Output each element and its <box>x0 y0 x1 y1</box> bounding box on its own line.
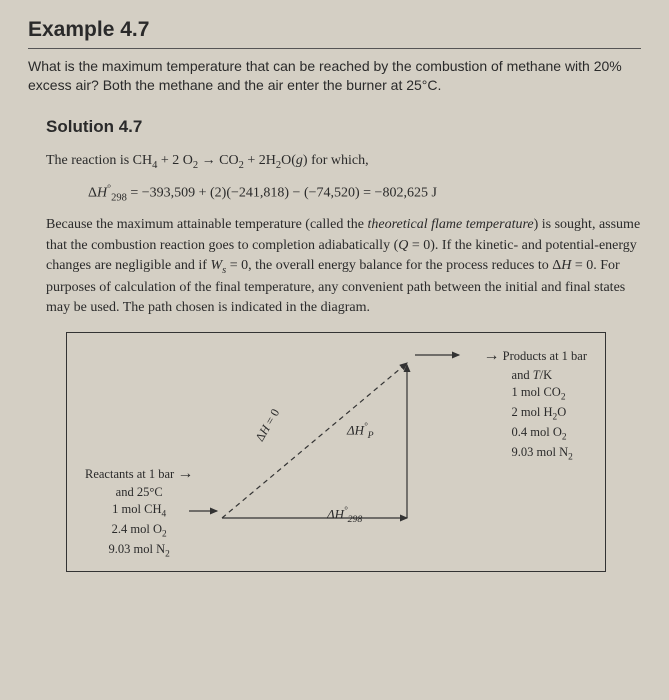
example-title: Example 4.7 <box>28 18 641 42</box>
products-header: Products at 1 bar <box>503 349 587 363</box>
theory-paragraph: Because the maximum attainable temperatu… <box>46 215 641 318</box>
products-o2: 0.4 mol O2 <box>484 424 587 444</box>
divider <box>28 48 641 49</box>
reactants-ch4: 1 mol CH4 <box>85 501 193 521</box>
reactants-header: Reactants at 1 bar <box>85 467 174 481</box>
question-text: What is the maximum temperature that can… <box>28 57 641 95</box>
reactants-temp: and 25°C <box>85 484 193 501</box>
reactants-block: Reactants at 1 bar → and 25°C 1 mol CH4 … <box>85 463 193 562</box>
dhp-label: ΔH°P <box>347 421 374 441</box>
reaction-intro: The reaction is CH4 + 2 O2 → CO2 + 2H2O(… <box>46 151 641 173</box>
dh298-label: ΔH°298 <box>327 505 362 525</box>
products-block: → Products at 1 bar and T/K 1 mol CO2 2 … <box>484 345 587 464</box>
products-h2o: 2 mol H2O <box>484 404 587 424</box>
reactants-o2: 2.4 mol O2 <box>85 521 193 541</box>
reactants-n2: 9.03 mol N2 <box>85 541 193 561</box>
products-co2: 1 mol CO2 <box>484 384 587 404</box>
products-n2: 9.03 mol N2 <box>484 444 587 464</box>
solution-title: Solution 4.7 <box>46 117 641 137</box>
diagram-container: ΔH = 0 ΔH°P ΔH°298 Reactants at 1 bar → … <box>66 332 606 572</box>
products-temp: and T/K <box>484 367 587 384</box>
dh-equation: ΔH°298 = −393,509 + (2)(−241,818) − (−74… <box>88 183 641 203</box>
